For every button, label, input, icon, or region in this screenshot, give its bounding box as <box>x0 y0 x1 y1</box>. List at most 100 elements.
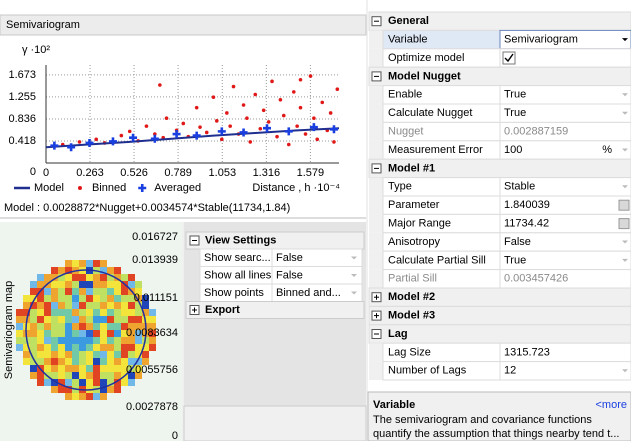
map-pixel <box>86 288 93 295</box>
map-pixel <box>86 330 93 337</box>
map-pixel <box>79 337 86 344</box>
map-pixel <box>58 323 65 330</box>
property-name: Measurement Error <box>388 144 483 156</box>
map-pixel <box>79 316 86 323</box>
map-pixel <box>93 316 100 323</box>
map-pixel <box>86 337 93 344</box>
binned-point <box>214 119 219 123</box>
map-pixel <box>16 316 23 323</box>
dropdown-arrow[interactable] <box>351 291 357 295</box>
x-tick-label: 0.263 <box>76 167 104 179</box>
map-pixel <box>72 358 79 365</box>
map-pixel <box>86 344 93 351</box>
map-pixel <box>107 323 114 330</box>
x-tick-label: 1.053 <box>209 167 237 179</box>
map-pixel <box>65 309 72 316</box>
property-value: True <box>504 107 526 119</box>
map-pixel <box>72 393 79 400</box>
section-title: Lag <box>388 328 408 340</box>
map-pixel <box>58 344 65 351</box>
map-pixel <box>93 365 100 372</box>
property-button[interactable] <box>618 199 630 211</box>
dropdown-arrow[interactable] <box>622 240 628 244</box>
binned-point <box>245 116 249 121</box>
section-title: Model #1 <box>388 162 435 174</box>
map-pixel <box>86 302 93 309</box>
colorbar-label: 0.0083634 <box>126 327 178 339</box>
map-pixel <box>58 372 65 379</box>
map-pixel <box>100 358 107 365</box>
dropdown-arrow[interactable] <box>622 185 628 189</box>
map-pixel <box>114 358 121 365</box>
map-pixel <box>100 267 107 274</box>
map-pixel <box>93 372 100 379</box>
map-pixel <box>37 323 44 330</box>
map-pixel <box>16 309 23 316</box>
map-pixels <box>16 260 156 400</box>
map-pixel <box>114 309 121 316</box>
map-pixel <box>30 281 37 288</box>
dropdown-arrow[interactable] <box>351 274 357 277</box>
property-value: True <box>504 254 526 266</box>
checkbox[interactable] <box>502 51 516 65</box>
map-pixel <box>37 379 44 386</box>
y-tick-label: 0.418 <box>8 135 36 147</box>
section-title: Model #2 <box>388 291 435 303</box>
map-pixel <box>51 351 58 358</box>
binned-point <box>298 77 303 82</box>
map-pixel <box>128 379 135 386</box>
map-pixel <box>44 365 51 372</box>
dropdown-arrow[interactable] <box>622 111 628 115</box>
binned-point <box>220 137 224 142</box>
chart-header-title: Semivariogram <box>6 19 80 31</box>
averaged-point <box>192 131 201 140</box>
dropdown-arrow[interactable] <box>622 93 628 97</box>
map-pixel <box>149 309 156 316</box>
map-pixel <box>93 379 100 386</box>
property-value: 0.003457426 <box>504 273 568 285</box>
dropdown-arrow[interactable] <box>622 258 628 262</box>
margin-cell <box>369 214 383 233</box>
margin-cell <box>369 30 383 49</box>
map-pixel <box>51 274 58 281</box>
averaged-point <box>217 127 226 136</box>
value-cell[interactable] <box>499 48 631 68</box>
property-button[interactable] <box>618 218 630 230</box>
map-pixel <box>79 274 86 281</box>
map-pixel <box>100 330 107 337</box>
binned-point <box>241 103 246 107</box>
binned-point <box>94 137 99 142</box>
map-pixel <box>114 323 121 330</box>
binned-point <box>248 140 253 144</box>
binned-point <box>198 125 202 129</box>
dropdown-arrow[interactable] <box>351 256 357 260</box>
map-pixel <box>44 351 51 358</box>
map-pixel <box>37 372 44 379</box>
binned-point <box>194 105 199 110</box>
map-pixel <box>51 386 58 393</box>
map-pixel <box>107 351 114 358</box>
map-pixel <box>44 316 51 323</box>
map-pixel <box>107 309 114 316</box>
map-pixel <box>107 379 114 386</box>
map-pixel <box>93 281 100 288</box>
margin-cell <box>369 196 383 215</box>
margin-cell <box>369 251 383 270</box>
value-cell[interactable] <box>499 361 631 381</box>
map-pixel <box>65 274 72 281</box>
map-pixel <box>86 372 93 379</box>
map-pixel <box>142 344 149 351</box>
dropdown-arrow[interactable] <box>622 38 628 42</box>
dropdown-arrow[interactable] <box>622 148 628 152</box>
binned-point <box>258 126 263 131</box>
binned-point <box>295 124 299 128</box>
map-pixel <box>121 302 128 309</box>
property-name: Optimize model <box>388 52 464 64</box>
dropdown-arrow[interactable] <box>622 369 628 373</box>
map-pixel <box>107 267 114 274</box>
map-pixel <box>65 393 72 400</box>
map-pixel <box>58 330 65 337</box>
binned-point <box>315 137 320 142</box>
property-value: False <box>504 236 531 248</box>
more-link[interactable]: <more <box>596 399 628 411</box>
